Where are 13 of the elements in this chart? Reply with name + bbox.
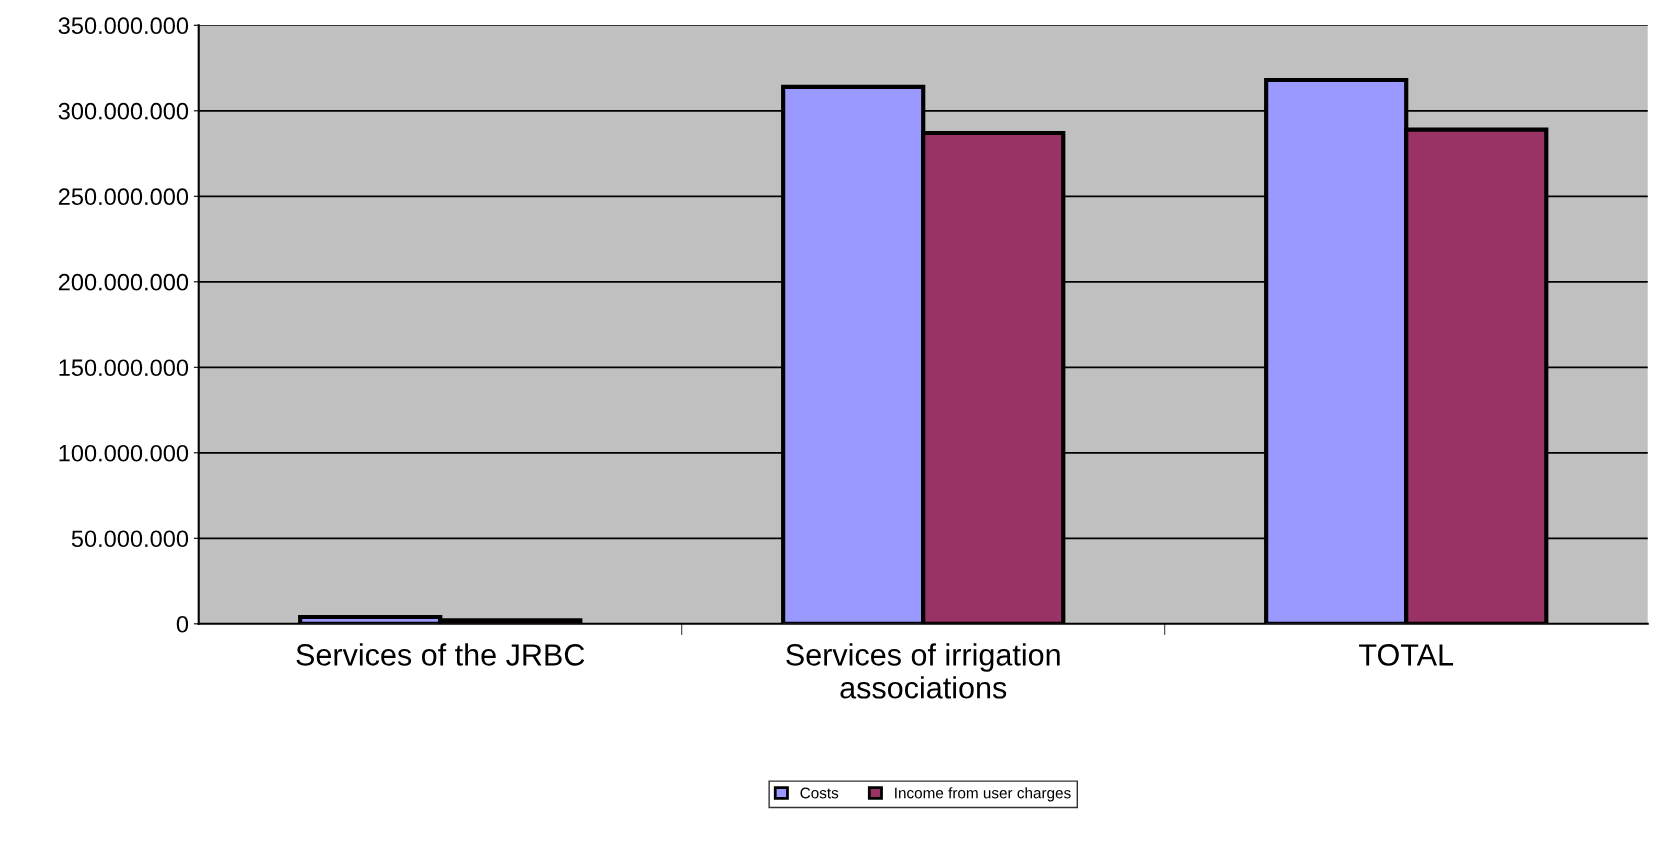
x-tick-label: Services of the JRBC <box>296 643 585 666</box>
legend-label: Income from user charges <box>895 787 1071 802</box>
y-tick-label: 100.000.000 <box>59 444 189 462</box>
y-tick-label: 150.000.000 <box>59 359 189 377</box>
y-tick-label: 50.000.000 <box>71 530 189 548</box>
x-tick-label: TOTAL <box>1359 644 1454 666</box>
y-tick-label: 350.000.000 <box>58 17 189 35</box>
y-tick-label: 200.000.000 <box>58 273 189 291</box>
y-tick-label: 0 <box>176 615 189 633</box>
legend-label: Costs <box>800 787 839 799</box>
y-tick-label: 300.000.000 <box>58 102 189 120</box>
x-tick-label: Services of irrigation associations <box>786 643 1060 699</box>
y-tick-label: 250.000.000 <box>58 188 189 206</box>
